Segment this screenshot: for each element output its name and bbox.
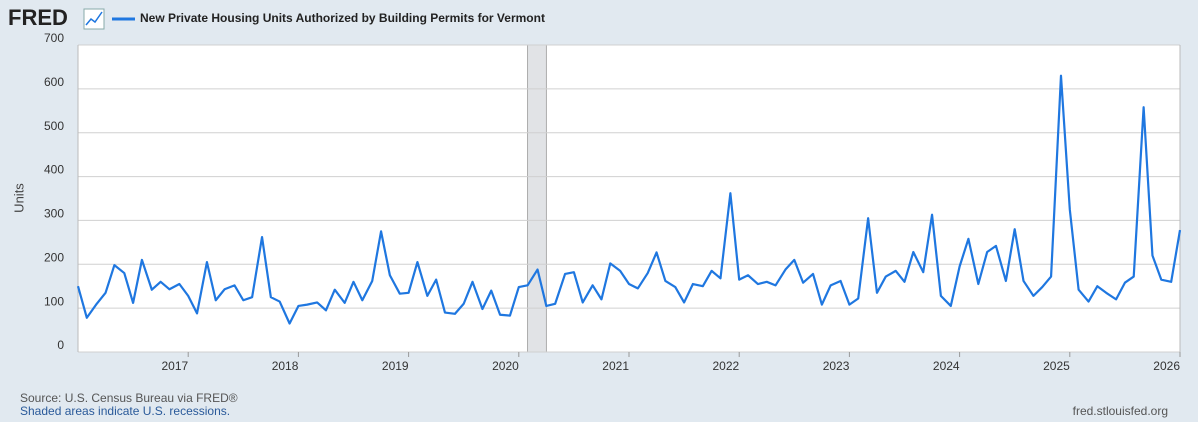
source: Source: U.S. Census Bureau via FRED® [20, 391, 238, 405]
y-tick-label: 600 [44, 75, 64, 89]
y-tick-label: 100 [44, 294, 64, 308]
y-tick-label: 0 [57, 338, 64, 352]
y-tick-label: 300 [44, 207, 64, 221]
x-tick-label: 2018 [272, 359, 299, 373]
logo-icon [83, 8, 105, 30]
logo: FRED [8, 5, 68, 30]
x-tick-label: 2024 [933, 359, 960, 373]
y-tick-label: 200 [44, 250, 64, 264]
y-tick-label: 400 [44, 163, 64, 177]
y-tick-label: 500 [44, 119, 64, 133]
x-tick-label: 2021 [602, 359, 629, 373]
x-tick-label: 2017 [161, 359, 188, 373]
x-tick-label: 2020 [492, 359, 519, 373]
x-tick-label: 2023 [823, 359, 850, 373]
data-line [76, 74, 1182, 325]
plot-area [78, 45, 1180, 352]
x-tick-label: 2019 [382, 359, 409, 373]
recession-note[interactable]: Shaded areas indicate U.S. recessions. [20, 404, 230, 418]
x-tick-label: 2026 [1153, 359, 1180, 373]
legend-label: New Private Housing Units Authorized by … [140, 11, 545, 25]
y-axis-label: Units [11, 183, 26, 213]
x-tick-label: 2022 [712, 359, 739, 373]
site-link[interactable]: fred.stlouisfed.org [1073, 404, 1168, 418]
recession-band [527, 44, 547, 353]
y-tick-label: 700 [44, 31, 64, 45]
x-tick-label: 2025 [1043, 359, 1070, 373]
